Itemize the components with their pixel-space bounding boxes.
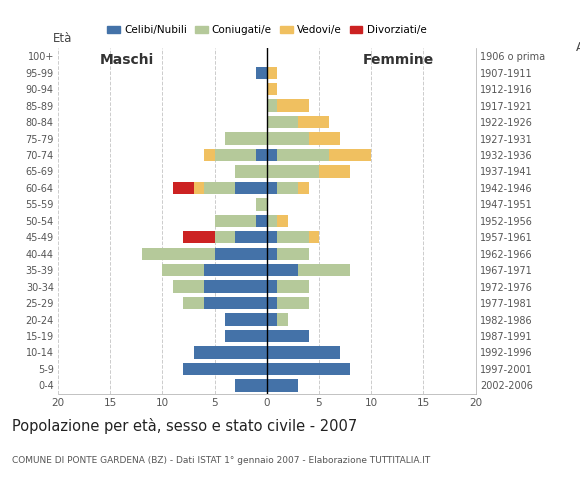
Bar [204, 280, 267, 293]
Bar [277, 297, 309, 309]
Bar [267, 165, 319, 178]
Bar [309, 231, 319, 243]
Bar [298, 264, 350, 276]
Bar [267, 248, 277, 260]
Bar [162, 264, 204, 276]
Bar [204, 149, 215, 161]
Bar [267, 182, 277, 194]
Bar [277, 313, 288, 326]
Bar [277, 99, 309, 112]
Bar [277, 248, 309, 260]
Text: COMUNE DI PONTE GARDENA (BZ) - Dati ISTAT 1° gennaio 2007 - Elaborazione TUTTITA: COMUNE DI PONTE GARDENA (BZ) - Dati ISTA… [12, 456, 430, 465]
Text: Maschi: Maschi [100, 53, 154, 67]
Bar [267, 280, 277, 293]
Bar [267, 231, 277, 243]
Bar [267, 313, 277, 326]
Bar [267, 346, 340, 359]
Bar [267, 132, 309, 144]
Bar [256, 215, 267, 227]
Bar [173, 182, 194, 194]
Legend: Celibi/Nubili, Coniugati/e, Vedovi/e, Divorziati/e: Celibi/Nubili, Coniugati/e, Vedovi/e, Di… [103, 21, 430, 39]
Bar [173, 280, 204, 293]
Bar [235, 231, 267, 243]
Bar [194, 182, 204, 194]
Bar [267, 149, 277, 161]
Bar [267, 264, 298, 276]
Bar [267, 83, 277, 96]
Bar [256, 67, 267, 79]
Bar [215, 215, 256, 227]
Bar [256, 198, 267, 211]
Bar [267, 215, 277, 227]
Bar [256, 149, 267, 161]
Text: Età: Età [53, 32, 72, 45]
Bar [267, 297, 277, 309]
Bar [215, 149, 256, 161]
Bar [309, 132, 340, 144]
Bar [204, 264, 267, 276]
Bar [194, 346, 267, 359]
Y-axis label: Anno di nascita: Anno di nascita [576, 41, 580, 54]
Bar [204, 182, 235, 194]
Bar [215, 248, 267, 260]
Bar [277, 215, 288, 227]
Bar [329, 149, 371, 161]
Bar [267, 99, 277, 112]
Bar [267, 363, 350, 375]
Bar [319, 165, 350, 178]
Text: Popolazione per età, sesso e stato civile - 2007: Popolazione per età, sesso e stato civil… [12, 418, 357, 433]
Text: Femmine: Femmine [362, 53, 434, 67]
Bar [298, 182, 309, 194]
Bar [225, 132, 267, 144]
Bar [235, 165, 267, 178]
Bar [183, 297, 204, 309]
Bar [277, 182, 298, 194]
Bar [267, 67, 277, 79]
Bar [225, 330, 267, 342]
Bar [267, 379, 298, 392]
Bar [225, 313, 267, 326]
Bar [267, 330, 309, 342]
Bar [235, 379, 267, 392]
Bar [277, 280, 309, 293]
Bar [298, 116, 329, 128]
Bar [204, 297, 267, 309]
Bar [277, 231, 309, 243]
Bar [235, 182, 267, 194]
Bar [267, 116, 298, 128]
Bar [215, 231, 235, 243]
Bar [183, 363, 267, 375]
Bar [183, 231, 215, 243]
Bar [277, 149, 329, 161]
Bar [142, 248, 215, 260]
